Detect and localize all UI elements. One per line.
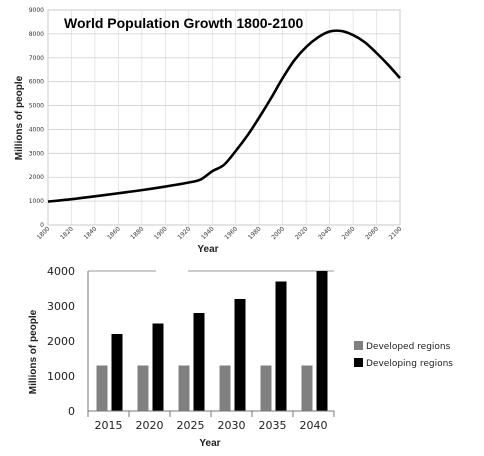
legend-swatch [354, 358, 363, 367]
y-axis-label: Millions of people [28, 309, 39, 394]
y-tick-label: 4000 [47, 265, 75, 278]
x-tick-label: 2100 [388, 225, 404, 241]
y-tick-label: 0 [68, 405, 75, 418]
y-tick-label: 8000 [29, 31, 44, 38]
grid [47, 9, 401, 226]
legend-label: Developed regions [366, 342, 451, 352]
developed-bar [137, 365, 149, 411]
developed-bar [260, 365, 272, 411]
x-tick-label: 2025 [177, 419, 205, 432]
x-tick-label: 2040 [317, 225, 333, 241]
x-tick-label: 1820 [59, 225, 75, 241]
legend-swatch [354, 341, 363, 350]
x-tick-label: 2060 [341, 225, 357, 241]
developing-bar [275, 281, 287, 411]
x-tick-label: 2080 [364, 225, 380, 241]
y-tick-labels: 0 1000 2000 3000 4000 5000 6000 7000 8000 9000 [29, 7, 44, 229]
x-tick-label: 1880 [130, 225, 146, 241]
x-tick-label: 2020 [294, 225, 310, 241]
chart-title: World Population Growth 1800-2100 [64, 15, 304, 31]
y-tick-label: 3000 [29, 150, 44, 157]
x-tick-label: 1860 [106, 225, 122, 241]
developed-bar [301, 365, 313, 411]
y-tick-labels: 0 1000 2000 3000 4000 [47, 265, 75, 418]
population-line-chart: 0 1000 2000 3000 4000 5000 6000 7000 8000 9000 18… [14, 7, 404, 255]
x-tick-label: 1800 [36, 225, 52, 241]
developing-bar [193, 313, 205, 411]
series [47, 29, 401, 203]
x-tick-label: 1840 [83, 225, 99, 241]
x-tick-label: 2000 [270, 225, 286, 241]
x-tick-label: 1920 [176, 225, 192, 241]
y-tick-label: 1000 [29, 198, 44, 205]
x-tick-label: 2040 [300, 419, 328, 432]
x-tick-label: 2035 [259, 419, 287, 432]
y-tick-label: 4000 [29, 126, 44, 133]
y-tick-label: 7000 [29, 55, 44, 62]
developing-bar [152, 323, 164, 411]
y-tick-label: 9000 [29, 7, 44, 14]
x-tick-label: 2020 [136, 419, 164, 432]
legend: Developed regions Developing regions [354, 341, 453, 369]
x-tick-label: 2030 [218, 419, 246, 432]
x-tick-label: 1980 [247, 225, 263, 241]
x-axis-label: Year [197, 244, 218, 255]
legend-label: Developing regions [366, 359, 453, 369]
y-axis-label: Millions of people [14, 75, 25, 160]
x-tick-label: 1940 [200, 225, 216, 241]
developed-bar [96, 365, 108, 411]
y-tick-label: 5000 [29, 103, 44, 110]
population-series-line [47, 29, 401, 203]
developed-bar [178, 365, 190, 411]
bars [96, 271, 328, 411]
x-axis-label: Year [199, 438, 220, 449]
y-tick-label: 0 [40, 222, 44, 229]
developing-bar [316, 271, 328, 411]
axes [87, 271, 335, 417]
x-tick-label: 1900 [153, 225, 169, 241]
y-tick-label: 1000 [47, 370, 75, 383]
x-tick-label: 2015 [95, 419, 123, 432]
x-tick-label: 1960 [223, 225, 239, 241]
y-tick-label: 2000 [29, 174, 44, 181]
developing-bar [111, 334, 123, 411]
developing-bar [234, 299, 246, 411]
y-tick-label: 2000 [47, 335, 75, 348]
y-tick-label: 6000 [29, 79, 44, 86]
developed-bar [219, 365, 231, 411]
y-tick-label: 3000 [47, 300, 75, 313]
x-tick-labels: 2015 2020 2025 2030 2035 2040 [95, 419, 328, 432]
plot-frame [47, 9, 401, 226]
x-tick-labels: 1800 1820 1840 1860 1880 1900 1920 1940 1960 1980… [36, 225, 404, 241]
